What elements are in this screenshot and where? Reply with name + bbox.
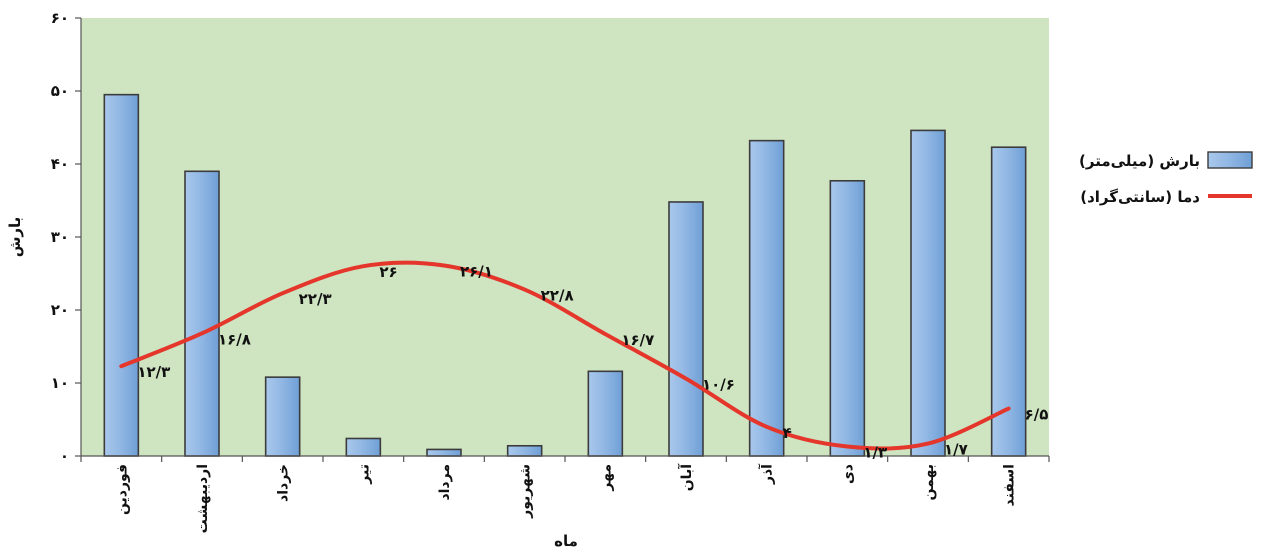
x-tick-label: مرداد — [437, 464, 453, 501]
temperature-data-label: ۱/۳ — [863, 444, 887, 462]
x-axis-title: ماه — [554, 532, 578, 550]
bar-11 — [910, 129, 946, 457]
temperature-line — [119, 260, 1011, 451]
bar-9 — [748, 139, 785, 457]
legend-swatch-rainfall — [1207, 151, 1253, 169]
x-tick-label: دی — [840, 464, 856, 484]
temperature-data-label: ۱۲/۳ — [137, 363, 170, 381]
temperature-data-label: ۲۶/۱ — [460, 262, 493, 280]
y-tick-label: ۳۰ — [51, 228, 69, 246]
y-tick-label: ۵۰ — [51, 82, 69, 100]
temperature-data-label: ۲۲/۳ — [299, 290, 332, 308]
x-tick-label: تیر — [356, 464, 372, 485]
temperature-data-label: ۱۰/۶ — [702, 376, 735, 394]
bar-10 — [829, 179, 866, 457]
bar-7 — [587, 370, 624, 457]
temperature-data-label: ۲۲/۸ — [541, 287, 574, 305]
y-tick-label: ۴۰ — [51, 155, 69, 173]
x-tick-label: اسفند — [1002, 464, 1018, 506]
y-tick-label: ۲۰ — [51, 301, 69, 319]
x-tick-label: بهمن — [921, 464, 937, 500]
bar-5 — [426, 448, 462, 457]
y-tick-label: ۰ — [60, 447, 69, 465]
temperature-data-label: ۱۶/۷ — [621, 331, 654, 349]
temperature-data-label: ۲۶ — [379, 263, 397, 281]
x-tick-label: آذر — [758, 463, 776, 485]
plot-area — [81, 18, 1049, 456]
x-tick-label: شهریور — [518, 464, 534, 519]
legend-label-rainfall: بارش (میلی‌متر) — [1079, 152, 1200, 170]
bar-1 — [103, 93, 140, 457]
x-tick-label: آبان — [677, 463, 695, 491]
y-tick-label: ۱۰ — [51, 374, 69, 392]
bar-4 — [345, 437, 382, 457]
temperature-data-label: ۱۶/۸ — [218, 330, 251, 348]
bar-6 — [506, 444, 543, 457]
bar-2 — [184, 170, 220, 457]
y-axis-title: بارش — [6, 217, 24, 258]
bar-3 — [264, 376, 301, 457]
temperature-data-label: ۴ — [783, 424, 792, 442]
bar-12 — [990, 146, 1027, 457]
x-tick-label: فوردین — [114, 464, 130, 515]
temperature-data-label: ۶/۵ — [1025, 406, 1049, 424]
x-tick-label: مهر — [598, 464, 614, 492]
y-tick-label: ۶۰ — [51, 9, 69, 27]
bar-8 — [668, 201, 704, 457]
legend-label-temperature: دما (سانتی‌گراد) — [1080, 188, 1200, 206]
temperature-data-label: ۱/۷ — [944, 441, 968, 459]
x-tick-label: خرداد — [276, 464, 292, 502]
x-tick-label: اردیبهشت — [195, 464, 211, 533]
